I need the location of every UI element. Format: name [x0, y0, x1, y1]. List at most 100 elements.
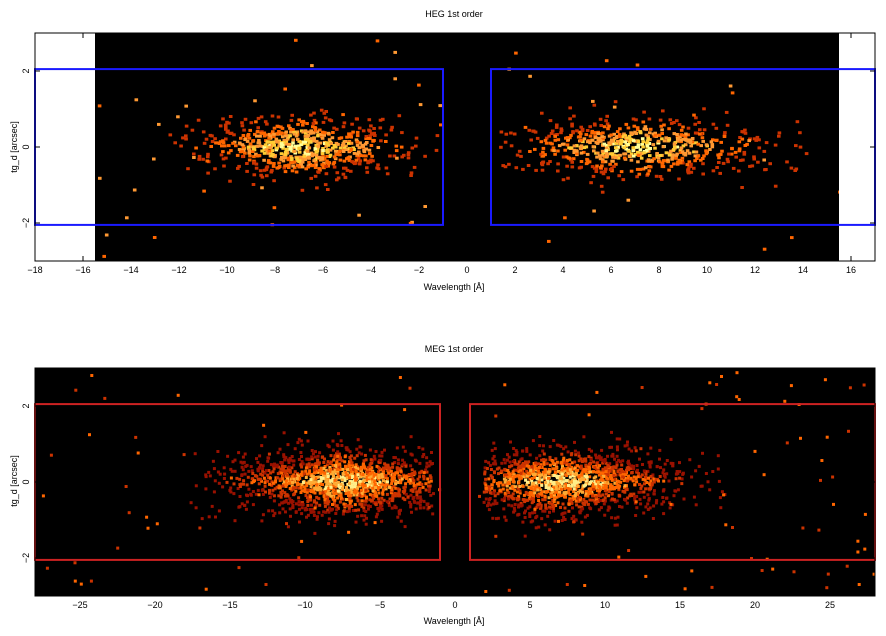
heg-count-pixel — [281, 159, 286, 163]
meg-count-pixel — [623, 484, 627, 488]
heg-count-pixel — [648, 131, 652, 135]
meg-count-pixel — [648, 465, 652, 469]
meg-count-pixel — [397, 489, 401, 493]
meg-count-pixel — [329, 460, 333, 464]
heg-count-pixel — [531, 129, 535, 133]
meg-count-pixel — [318, 491, 322, 495]
meg-count-pixel — [503, 473, 507, 477]
heg-count-pixel — [201, 130, 206, 134]
meg-count-pixel — [562, 467, 566, 471]
heg-count-pixel — [737, 149, 742, 153]
meg-count-pixel — [602, 502, 606, 506]
meg-count-pixel — [556, 501, 560, 505]
meg-count-pixel — [327, 487, 331, 490]
meg-count-pixel — [792, 570, 796, 574]
meg-count-pixel — [568, 468, 572, 472]
meg-count-pixel — [349, 458, 353, 462]
meg-count-pixel — [515, 468, 519, 472]
heg-count-pixel — [190, 128, 195, 132]
heg-count-pixel — [320, 163, 324, 167]
heg-count-pixel — [570, 122, 574, 126]
heg-count-pixel — [515, 153, 520, 157]
meg-count-pixel — [587, 455, 591, 459]
meg-count-pixel — [284, 456, 288, 460]
meg-count-pixel — [398, 467, 402, 471]
meg-count-pixel — [337, 494, 341, 498]
meg-count-pixel — [539, 488, 543, 492]
meg-count-pixel — [327, 500, 331, 504]
meg-count-pixel — [384, 480, 388, 484]
meg-count-pixel — [323, 504, 327, 508]
meg-count-pixel — [317, 475, 321, 479]
heg-count-pixel — [627, 154, 632, 158]
meg-count-pixel — [261, 513, 265, 517]
heg-count-pixel — [658, 175, 663, 178]
meg-count-pixel — [422, 506, 426, 510]
meg-count-pixel — [594, 470, 598, 474]
heg-count-pixel — [320, 152, 325, 155]
heg-count-pixel — [255, 130, 260, 134]
heg-count-pixel — [205, 159, 210, 163]
heg-count-pixel — [325, 150, 330, 154]
heg-count-pixel — [618, 127, 622, 131]
meg-count-pixel — [583, 459, 587, 463]
meg-count-pixel — [615, 454, 619, 458]
meg-count-pixel — [528, 495, 532, 499]
meg-count-pixel — [546, 514, 550, 518]
meg-count-pixel — [136, 451, 140, 455]
heg-count-pixel — [672, 142, 677, 146]
meg-count-pixel — [510, 504, 514, 508]
heg-count-pixel — [289, 130, 293, 134]
meg-count-pixel — [351, 464, 355, 468]
meg-count-pixel — [548, 510, 551, 514]
meg-count-pixel — [492, 462, 496, 466]
meg-count-pixel — [501, 487, 505, 491]
meg-count-pixel — [600, 476, 604, 479]
meg-count-pixel — [258, 454, 262, 458]
heg-count-pixel — [368, 152, 372, 156]
heg-count-pixel — [629, 158, 634, 162]
meg-count-pixel — [710, 585, 714, 589]
meg-count-pixel — [586, 466, 590, 470]
meg-count-pixel — [555, 460, 559, 464]
meg-count-pixel — [485, 467, 489, 470]
meg-count-pixel — [661, 471, 665, 475]
meg-count-pixel — [213, 479, 217, 483]
meg-count-pixel — [518, 491, 522, 495]
meg-count-pixel — [386, 465, 390, 469]
meg-count-pixel — [491, 502, 495, 506]
meg-count-pixel — [345, 474, 349, 478]
meg-count-pixel — [336, 458, 340, 462]
heg-count-pixel — [327, 118, 332, 122]
heg-count-pixel — [615, 130, 620, 134]
meg-count-pixel — [372, 454, 376, 458]
heg-count-pixel — [323, 116, 328, 120]
meg-count-pixel — [331, 480, 335, 483]
heg-count-pixel — [322, 161, 326, 165]
meg-count-pixel — [340, 459, 344, 463]
meg-count-pixel — [303, 487, 307, 491]
meg-count-pixel — [600, 448, 604, 452]
meg-count-pixel — [238, 483, 242, 487]
meg-count-pixel — [555, 476, 559, 480]
meg-count-pixel — [544, 503, 548, 507]
meg-count-pixel — [607, 490, 611, 494]
meg-count-pixel — [507, 471, 511, 475]
heg-count-pixel — [346, 156, 351, 160]
meg-count-pixel — [602, 498, 606, 502]
heg-count-pixel — [388, 154, 392, 158]
meg-count-pixel — [346, 504, 349, 508]
heg-count-pixel — [423, 205, 427, 208]
heg-count-pixel — [730, 91, 735, 95]
heg-count-pixel — [201, 157, 205, 161]
heg-count-pixel — [610, 159, 614, 163]
meg-count-pixel — [856, 550, 860, 554]
meg-count-pixel — [345, 471, 349, 475]
meg-count-pixel — [427, 464, 431, 468]
heg-count-pixel — [297, 146, 302, 150]
heg-count-pixel — [756, 160, 760, 164]
meg-count-pixel — [332, 500, 336, 504]
heg-count-pixel — [371, 138, 375, 142]
heg-count-pixel — [366, 137, 371, 140]
meg-count-pixel — [422, 475, 426, 479]
